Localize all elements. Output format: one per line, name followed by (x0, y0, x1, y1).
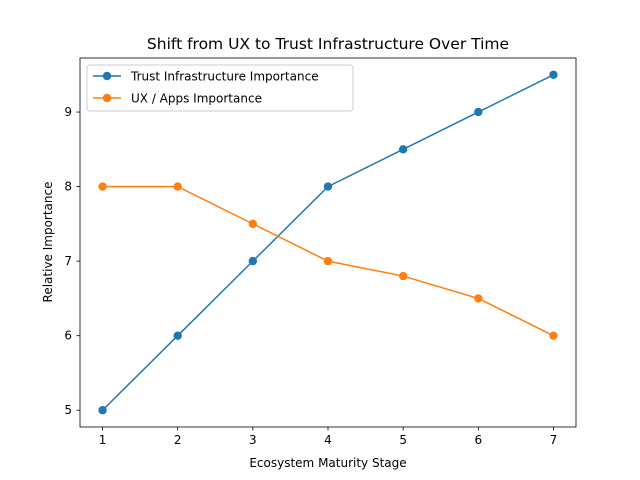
data-point (398, 145, 408, 154)
x-tick-label: 4 (324, 433, 332, 447)
y-tick-label: 5 (64, 403, 72, 417)
y-axis-label: Relative Importance (41, 182, 55, 303)
y-tick-label: 9 (64, 105, 72, 119)
data-point (474, 294, 483, 303)
legend-label-0: Trust Infrastructure Importance (130, 70, 319, 84)
data-point (248, 219, 258, 229)
axes-frame (79, 57, 577, 428)
data-point (549, 70, 558, 79)
y-tick-label: 6 (64, 329, 72, 343)
data-point (323, 256, 333, 266)
data-point (98, 182, 107, 191)
x-tick-label: 2 (174, 433, 182, 447)
legend-marker-1 (102, 93, 112, 103)
data-point (98, 406, 107, 415)
x-tick-label: 5 (399, 433, 407, 447)
x-tick-label: 1 (99, 433, 107, 447)
legend: Trust Infrastructure Importance UX / Apps… (86, 64, 354, 112)
data-point (248, 256, 258, 266)
legend-label-1: UX / Apps Importance (131, 92, 262, 106)
x-axis-label: Ecosystem Maturity Stage (249, 456, 406, 470)
chart-title: Shift from UX to Trust Infrastructure Ov… (147, 35, 509, 53)
legend-marker-0 (102, 71, 112, 81)
plot-area: 1 2 3 4 5 6 7 5 6 7 8 9 (64, 57, 577, 447)
y-tick-label: 7 (64, 254, 72, 268)
data-point (474, 107, 483, 117)
x-tick-label: 7 (550, 433, 558, 447)
y-tick-label: 8 (64, 180, 72, 194)
data-point (173, 331, 182, 340)
series-line-0 (102, 74, 554, 411)
x-tick-label: 3 (249, 433, 257, 447)
data-point (549, 331, 558, 340)
x-tick-label: 6 (474, 433, 482, 447)
data-point (398, 271, 408, 281)
legend-box (86, 64, 354, 112)
data-point (323, 182, 333, 191)
data-point (173, 182, 182, 191)
